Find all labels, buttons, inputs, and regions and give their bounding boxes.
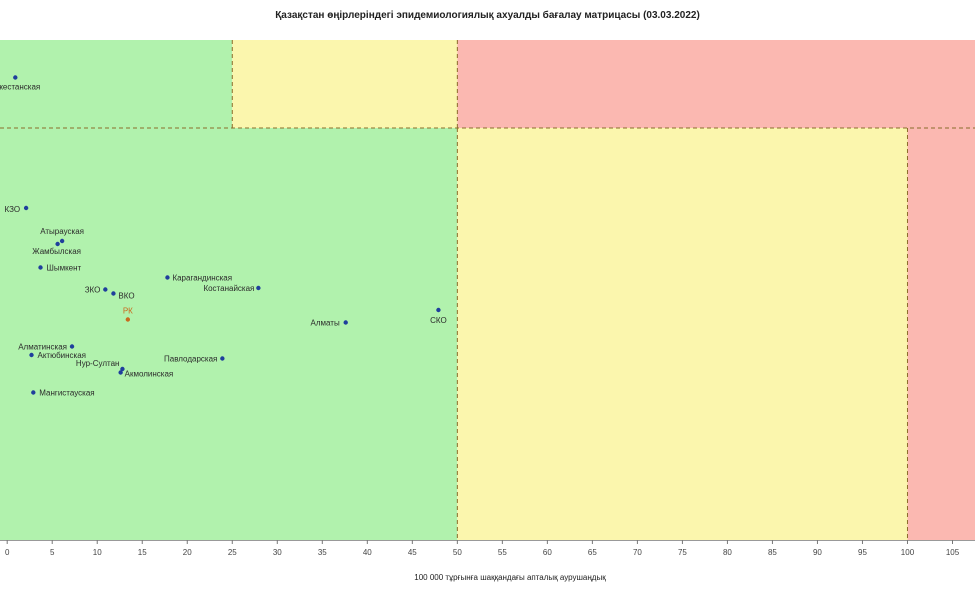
chart-title: Қазақстан өңірлеріндегі эпидемиологиялық… xyxy=(275,10,700,21)
x-tick-label: 15 xyxy=(138,548,147,557)
x-axis: 0 5 10 15 20 25 30 35 40 45 50 55 60 65 70 75 80 85 90 95 10… xyxy=(0,540,975,557)
data-points: кестанская КЗО Атырауская Жамбылская Шымкент… xyxy=(0,75,447,398)
data-point-label: ЗКО xyxy=(85,286,101,295)
data-point xyxy=(59,238,65,244)
data-point-label: ВКО xyxy=(118,292,134,301)
x-tick-label: 30 xyxy=(273,548,282,557)
data-point xyxy=(29,352,34,358)
data-point-label: Алматы xyxy=(311,319,340,328)
x-tick-label: 90 xyxy=(813,548,822,557)
data-point xyxy=(256,285,261,291)
x-tick-label: 70 xyxy=(633,548,642,557)
data-point xyxy=(13,75,18,80)
data-point xyxy=(165,275,170,280)
risk-zone xyxy=(232,40,458,128)
data-point xyxy=(38,265,43,270)
data-point-label: Павлодарская xyxy=(164,355,217,364)
data-point xyxy=(31,390,36,395)
x-axis-label: 100 000 тұрғынға шаққандағы апталық ауру… xyxy=(414,573,606,582)
data-point xyxy=(120,366,125,372)
data-point-label: Карагандинская xyxy=(172,274,232,283)
data-point-label: КЗО xyxy=(5,205,21,214)
x-tick-label: 20 xyxy=(183,548,192,557)
data-point-label: Актюбинская xyxy=(38,351,87,360)
x-tick-label: 45 xyxy=(408,548,417,557)
x-tick-label: 105 xyxy=(946,548,960,557)
x-tick-label: 75 xyxy=(678,548,687,557)
data-point xyxy=(23,205,29,211)
x-tick-label: 65 xyxy=(588,548,597,557)
x-tick-label: 100 xyxy=(901,548,915,557)
data-point xyxy=(220,356,225,361)
data-point xyxy=(103,287,108,292)
data-point xyxy=(125,317,131,322)
x-tick-label: 0 xyxy=(5,548,10,557)
risk-zones xyxy=(0,40,975,540)
x-tick-label: 5 xyxy=(50,548,55,557)
x-tick-label: 80 xyxy=(723,548,732,557)
data-point xyxy=(69,344,75,349)
x-tick-label: 95 xyxy=(858,548,867,557)
data-point-label: Акмолинская xyxy=(125,370,174,379)
data-point-label: СКО xyxy=(430,316,447,325)
risk-zone xyxy=(0,40,233,128)
risk-zone xyxy=(457,40,975,128)
zone-boundaries xyxy=(0,40,975,540)
data-point xyxy=(111,291,116,296)
data-point-label: Жамбылская xyxy=(32,247,81,256)
risk-zone xyxy=(0,128,458,540)
x-tick-label: 85 xyxy=(768,548,777,557)
x-tick-label: 50 xyxy=(453,548,462,557)
x-tick-label: 60 xyxy=(543,548,552,557)
data-point-label: кестанская xyxy=(0,83,40,92)
data-point xyxy=(343,320,348,325)
data-point-label: Алматинская xyxy=(18,343,67,352)
data-point-label: Костанайская xyxy=(203,284,254,293)
x-tick-label: 35 xyxy=(318,548,327,557)
data-point-label: РК xyxy=(123,307,133,316)
data-point-label: Мангистауская xyxy=(39,389,94,398)
x-tick-label: 40 xyxy=(363,548,372,557)
data-point-label: Нур-Султан xyxy=(76,359,120,368)
data-point-label: Шымкент xyxy=(47,264,82,273)
risk-zone xyxy=(457,128,908,540)
x-tick-label: 55 xyxy=(498,548,507,557)
data-point xyxy=(55,241,60,247)
data-point-label: Атырауская xyxy=(40,227,84,236)
data-point xyxy=(436,307,441,313)
x-tick-label: 10 xyxy=(93,548,102,557)
data-point xyxy=(118,370,123,375)
x-tick-label: 25 xyxy=(228,548,237,557)
risk-zone xyxy=(907,128,975,540)
